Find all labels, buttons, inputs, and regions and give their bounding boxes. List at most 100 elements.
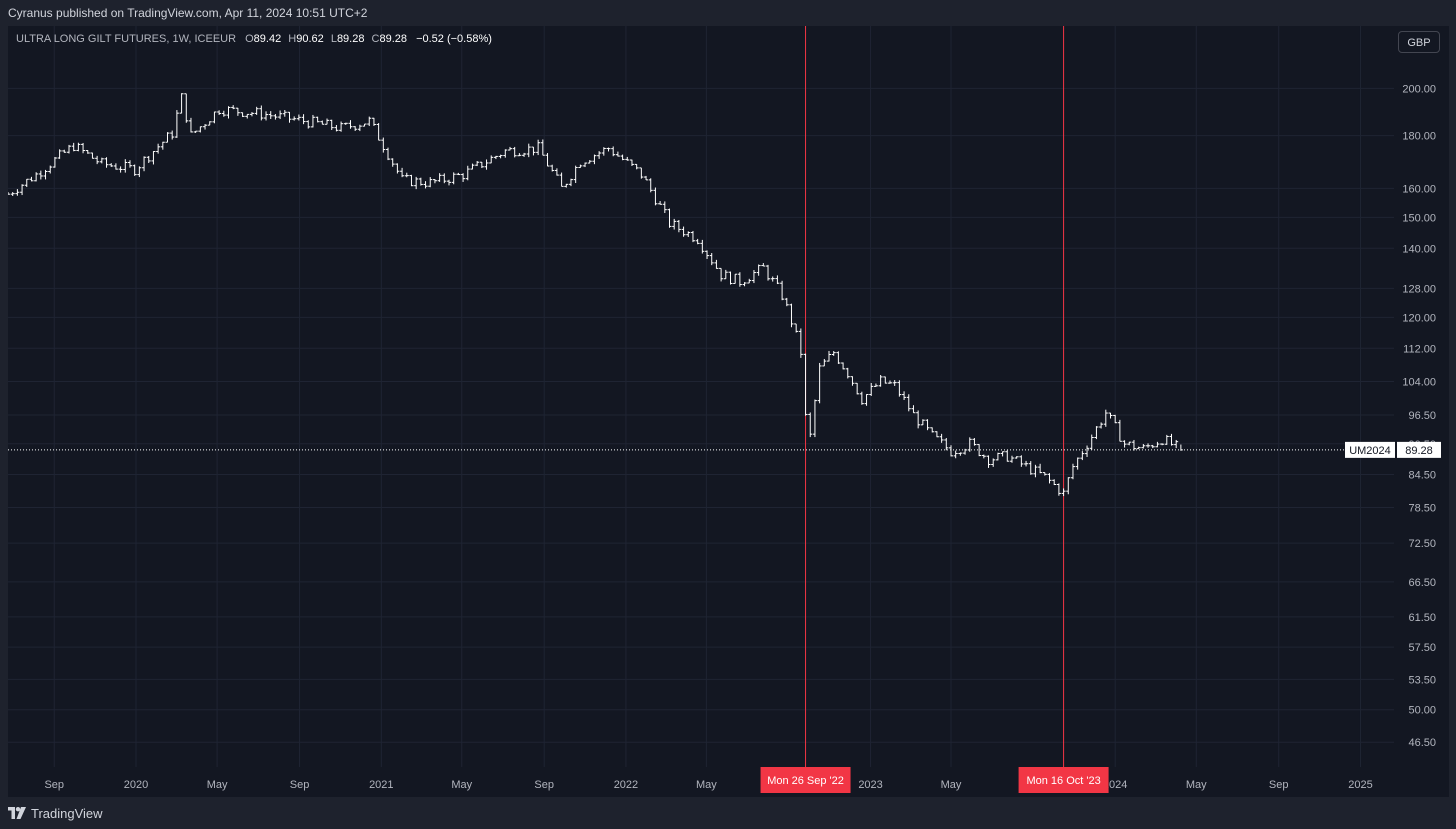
publisher-line: Cyranus published on TradingView.com, Ap… bbox=[8, 6, 368, 20]
ohlc-bar bbox=[770, 276, 775, 282]
ohlc-bar bbox=[1127, 441, 1132, 446]
y-tick-label: 128.00 bbox=[1402, 283, 1436, 295]
ohlc-bar bbox=[20, 184, 25, 196]
ohlc-bar bbox=[723, 269, 728, 280]
ohlc-bar bbox=[526, 143, 531, 158]
ohlc-bar bbox=[568, 178, 573, 187]
x-tick-label: May bbox=[1186, 779, 1207, 791]
ohlc-bar bbox=[207, 121, 212, 126]
y-tick-label: 61.50 bbox=[1408, 612, 1436, 624]
ohlc-bar bbox=[1033, 464, 1038, 478]
ohlc-bar bbox=[991, 458, 996, 467]
ohlc-bar bbox=[977, 444, 982, 457]
ohlc-bar bbox=[888, 380, 892, 384]
ohlc-bar bbox=[583, 162, 588, 168]
ohlc-bar bbox=[639, 167, 644, 179]
ohlc-bar bbox=[522, 152, 527, 157]
ohlc-bar bbox=[1066, 477, 1071, 495]
plot-background bbox=[8, 26, 1449, 797]
y-tick-label: 140.00 bbox=[1402, 243, 1436, 255]
ohlc-bar bbox=[822, 358, 827, 367]
price-chart[interactable]: 200.00 180.00 160.00 150.00 140.00 128.00 120.… bbox=[8, 26, 1449, 797]
ohlc-bar bbox=[658, 201, 663, 205]
ohlc-bar bbox=[934, 431, 939, 438]
ohlc-bar bbox=[188, 117, 193, 133]
symbol-tag-bg bbox=[1345, 441, 1395, 458]
ohlc-bar bbox=[217, 110, 222, 115]
ohlc-bar bbox=[310, 114, 315, 128]
legend-low-label: L bbox=[330, 33, 337, 45]
ohlc-bar bbox=[1103, 409, 1108, 427]
ohlc-bar bbox=[52, 157, 57, 168]
ohlc-bar bbox=[203, 124, 208, 130]
ohlc-bar bbox=[381, 137, 386, 153]
ohlc-bar bbox=[221, 110, 226, 117]
tradingview-brand[interactable]: TradingView bbox=[8, 805, 103, 821]
x-tick-label: 2023 bbox=[858, 779, 882, 791]
event-marker-label-bg bbox=[760, 767, 851, 793]
ohlc-bar bbox=[137, 166, 142, 178]
ohlc-bar bbox=[240, 112, 245, 118]
price-tag-layer: UM2024 89.28 bbox=[1345, 441, 1441, 458]
ohlc-bar bbox=[1014, 456, 1019, 459]
ohlc-bar bbox=[1146, 443, 1151, 448]
y-tick-label: 112.00 bbox=[1403, 343, 1436, 355]
ohlc-bar bbox=[1061, 488, 1066, 497]
legend-close-value: 89.28 bbox=[379, 33, 408, 45]
ohlc-bar bbox=[550, 164, 555, 172]
symbol-legend: ULTRA LONG GILT FUTURES, 1W, ICEEUR O89.… bbox=[16, 33, 492, 45]
ohlc-bar bbox=[1089, 434, 1094, 450]
ohlc-bar bbox=[29, 176, 34, 182]
ohlc-bar bbox=[672, 218, 677, 230]
ohlc-bar bbox=[329, 119, 334, 130]
ohlc-bar bbox=[948, 445, 953, 457]
ohlc-bar bbox=[784, 297, 789, 307]
ohlc-bar bbox=[653, 187, 658, 206]
ohlc-bar bbox=[1009, 455, 1014, 463]
ohlc-bar bbox=[827, 350, 832, 362]
ohlc-bar bbox=[428, 177, 433, 188]
ohlc-bar bbox=[902, 391, 907, 400]
ohlc-bar bbox=[780, 280, 785, 301]
ohlc-bar bbox=[1080, 451, 1085, 461]
price-tag-bg bbox=[1397, 441, 1441, 458]
symbol-tag: UM2024 bbox=[1349, 445, 1391, 457]
legend-high-value: 90.62 bbox=[296, 33, 324, 45]
currency-button[interactable]: GBP bbox=[1398, 31, 1440, 53]
ohlc-bar bbox=[418, 177, 423, 186]
ohlc-bar bbox=[123, 159, 128, 173]
ohlc-bar bbox=[733, 273, 738, 284]
ohlc-bar bbox=[353, 126, 358, 131]
ohlc-bar bbox=[386, 147, 391, 161]
ohlc-bar bbox=[1108, 412, 1113, 419]
ohlc-bar bbox=[995, 452, 1000, 461]
ohlc-bar bbox=[479, 161, 484, 169]
ohlc-bar bbox=[719, 267, 724, 282]
ohlc-bar bbox=[644, 175, 649, 181]
ohlc-bar bbox=[1028, 461, 1033, 475]
ohlc-bar bbox=[306, 120, 311, 129]
ohlc-bar bbox=[766, 264, 771, 281]
ohlc-bar bbox=[578, 164, 583, 169]
ohlc-bar bbox=[662, 201, 667, 214]
ohlc-bar bbox=[320, 120, 325, 125]
y-tick-label: 84.50 bbox=[1408, 470, 1436, 482]
price-tag: 89.28 bbox=[1405, 445, 1433, 457]
ohlc-bar bbox=[334, 124, 339, 132]
ohlc-bar bbox=[1141, 444, 1146, 449]
ohlc-bar bbox=[981, 454, 986, 459]
ohlc-bar bbox=[705, 250, 710, 260]
ohlc-bar bbox=[296, 114, 301, 121]
ohlc-bar bbox=[620, 154, 625, 161]
ohlc-bar bbox=[873, 383, 878, 387]
ohlc-bar bbox=[34, 172, 39, 182]
ohlc-bar bbox=[343, 122, 348, 125]
ohlc-bar bbox=[371, 117, 376, 126]
chart-frame[interactable]: 200.00 180.00 160.00 150.00 140.00 128.00 120.… bbox=[8, 26, 1449, 797]
ohlc-bar bbox=[986, 455, 991, 468]
ohlc-bar bbox=[1047, 473, 1052, 484]
ohlc-bar bbox=[193, 130, 198, 133]
ohlc-bar bbox=[597, 151, 602, 159]
ohlc-bar bbox=[1122, 440, 1127, 448]
ohlc-bar bbox=[897, 380, 902, 397]
